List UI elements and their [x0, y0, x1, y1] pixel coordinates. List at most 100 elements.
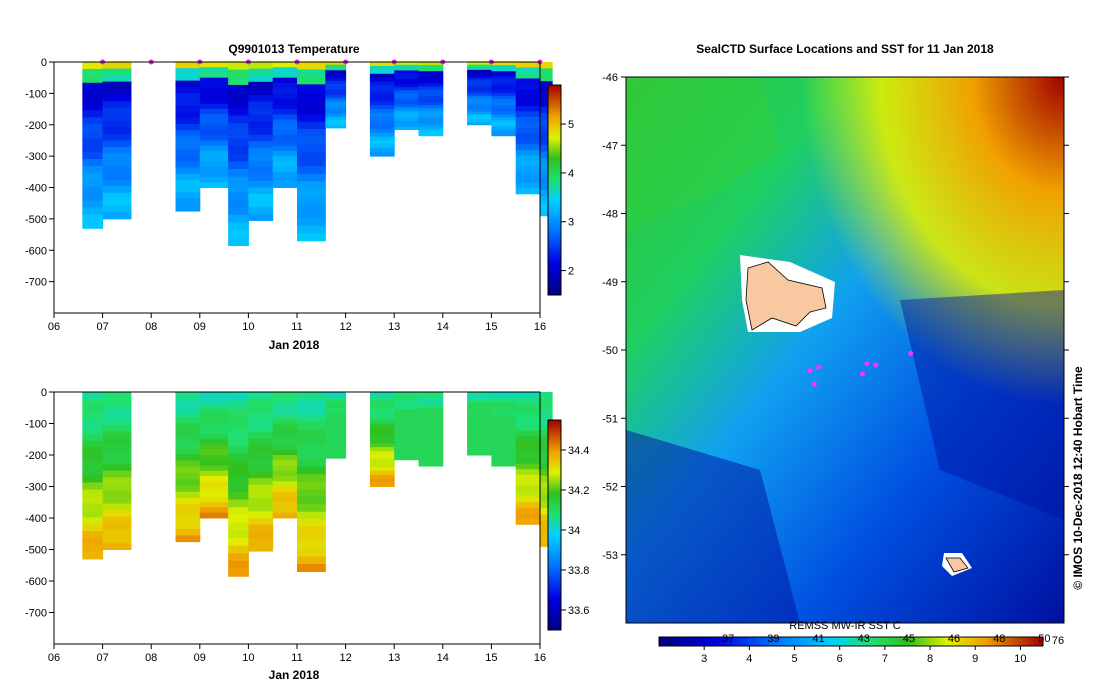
- profile-cell: [199, 129, 229, 136]
- profile-cell: [272, 93, 298, 100]
- profile-cell: [199, 145, 229, 152]
- profile-cell: [248, 167, 274, 175]
- profile-cell: [272, 502, 298, 508]
- y-tick-label: -200: [25, 120, 47, 132]
- profile-cell: [82, 510, 104, 518]
- profile-cell: [228, 77, 249, 86]
- profile-column: [175, 62, 201, 212]
- profile-cell: [369, 415, 395, 421]
- profile-cell: [199, 93, 229, 100]
- sst-green-region: [626, 77, 780, 230]
- profile-cell: [540, 132, 553, 140]
- profile-cell: [418, 120, 444, 124]
- profile-cell: [515, 425, 541, 432]
- profile-cell: [325, 438, 347, 443]
- profile-cell: [228, 453, 249, 462]
- profile-cell: [297, 406, 326, 415]
- profile-cell: [325, 430, 347, 434]
- profile-cell: [491, 395, 517, 399]
- profile-cell: [325, 403, 347, 407]
- profile-cell: [175, 155, 201, 162]
- profile-cell: [369, 62, 395, 67]
- profile-cell: [199, 177, 229, 183]
- profile-cell: [394, 428, 419, 433]
- profile-cell: [418, 429, 444, 433]
- sst-colorbar-end-label: 76: [1052, 635, 1064, 647]
- profile-cell: [102, 405, 132, 413]
- x-tick-label: 14: [437, 652, 449, 664]
- profile-cell: [369, 144, 395, 149]
- profile-cell: [540, 533, 553, 541]
- profile-column: [102, 392, 132, 550]
- sst-cold-region-east: [900, 290, 1064, 520]
- profile-cell: [369, 93, 395, 98]
- sst-tick-label-f: 48: [993, 633, 1005, 645]
- profile-cell: [540, 68, 553, 76]
- profile-cell: [540, 404, 553, 412]
- profile-cell: [82, 193, 104, 202]
- profile-cell: [540, 81, 553, 89]
- lat-tick-label: -50: [602, 345, 618, 357]
- temperature-x-axis: 06 07 08 09 10 11 12 13 14 15 16: [48, 313, 546, 333]
- profile-cell: [467, 98, 492, 102]
- profile-cell: [325, 394, 347, 399]
- profile-cell: [540, 501, 553, 509]
- profile-cell: [467, 88, 492, 92]
- profile-column: [325, 392, 347, 459]
- profile-cell: [369, 431, 395, 436]
- profile-cell: [272, 109, 298, 115]
- profile-cell: [467, 62, 492, 66]
- profile-column: [297, 62, 326, 242]
- profile-cell: [248, 187, 274, 195]
- profile-cell: [199, 397, 229, 403]
- profile-cell: [418, 108, 444, 112]
- lat-tick-label: -48: [602, 209, 618, 221]
- profile-cell: [248, 213, 274, 221]
- profile-cell: [540, 527, 553, 534]
- profile-cell: [418, 441, 444, 445]
- profile-cell: [199, 103, 229, 110]
- profile-cell: [394, 67, 419, 71]
- profile-cell: [199, 402, 229, 409]
- profile-cell: [199, 491, 229, 498]
- profile-cell: [199, 428, 229, 435]
- profile-cell: [491, 132, 517, 137]
- profile-cell: [394, 123, 419, 128]
- sst-tick-label-f: 50: [1038, 633, 1050, 645]
- y-tick-label: -500: [25, 214, 47, 226]
- profile-cell: [228, 184, 249, 193]
- profile-cell: [418, 410, 444, 415]
- profile-cell: [248, 194, 274, 202]
- profile-cell: [199, 140, 229, 147]
- profile-cell: [199, 72, 229, 79]
- temperature-profiles: [82, 62, 553, 247]
- profile-cell: [297, 62, 326, 70]
- profile-column: [491, 62, 517, 137]
- profile-column: [175, 392, 201, 543]
- profile-cell: [491, 422, 517, 427]
- profile-cell: [540, 94, 553, 101]
- profile-cell: [491, 120, 517, 124]
- profile-cell: [175, 466, 201, 474]
- profile-cell: [82, 392, 104, 400]
- profile-cell: [515, 474, 541, 481]
- profile-cell: [102, 133, 132, 141]
- profile-cell: [418, 117, 444, 121]
- profile-cell: [467, 122, 492, 126]
- profile-cell: [297, 496, 326, 505]
- profile-cell: [102, 437, 132, 445]
- profile-cell: [394, 451, 419, 455]
- profile-cell: [467, 75, 492, 79]
- profile-cell: [248, 484, 274, 492]
- profile-cell: [540, 177, 553, 185]
- profile-cell: [102, 186, 132, 194]
- profile-column: [369, 62, 395, 157]
- profile-cell: [491, 438, 517, 442]
- profile-cell: [515, 507, 541, 514]
- profile-column: [248, 392, 274, 552]
- profile-cell: [297, 564, 326, 573]
- y-tick-label: -500: [25, 545, 47, 557]
- profile-cell: [248, 445, 274, 453]
- profile-cell: [102, 477, 132, 485]
- profile-cell: [369, 120, 395, 126]
